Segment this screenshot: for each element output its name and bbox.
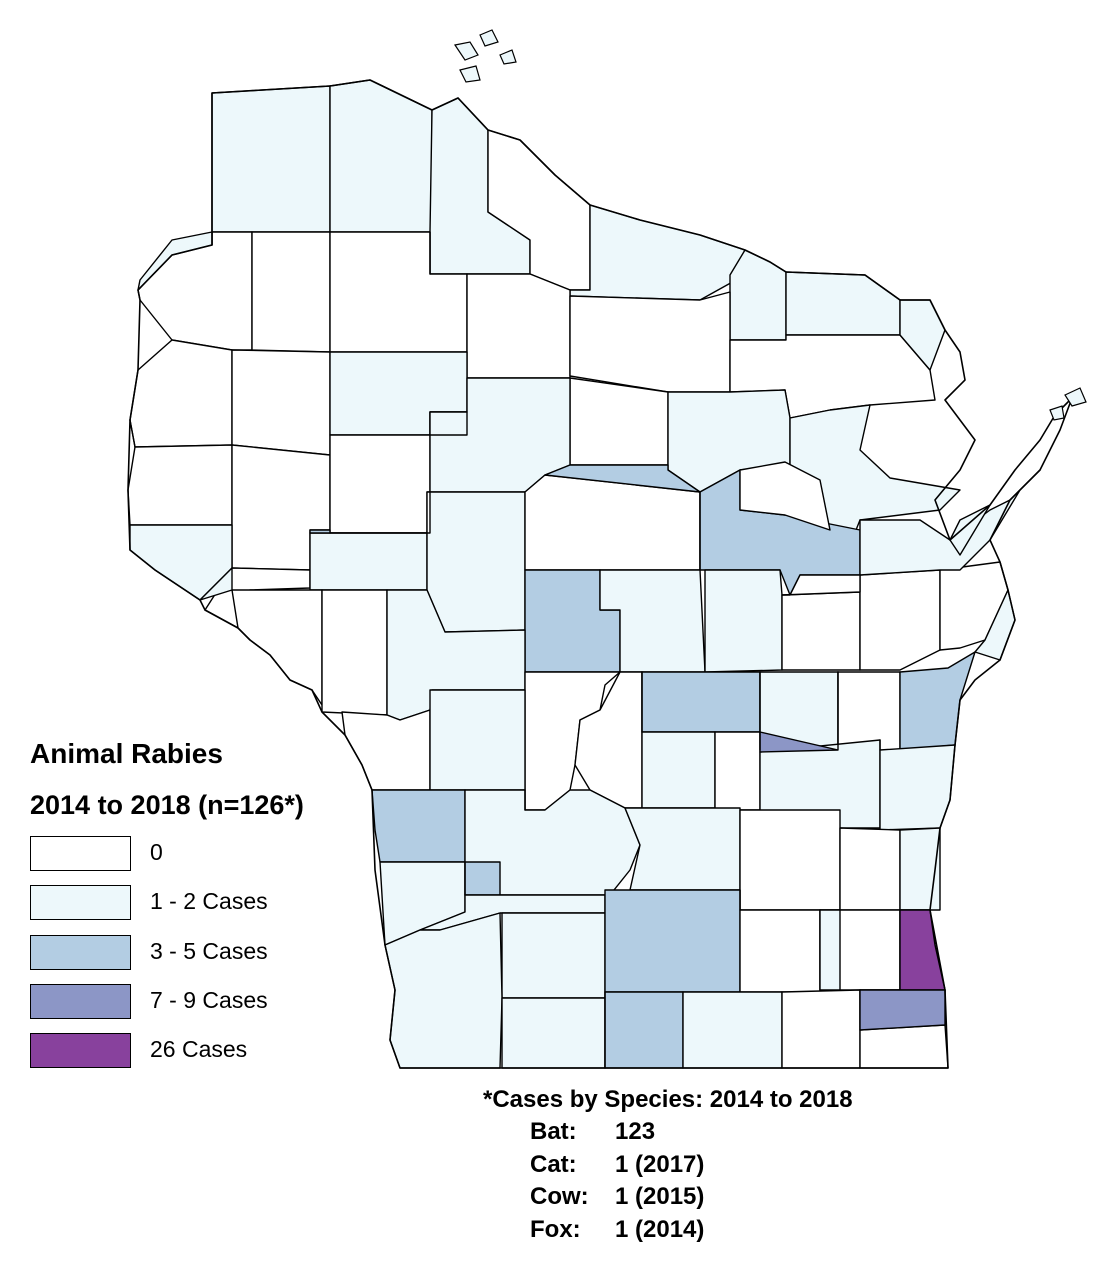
county — [211, 85, 331, 233]
county — [231, 349, 331, 456]
county — [781, 591, 861, 671]
county — [785, 271, 901, 336]
island — [479, 29, 499, 47]
species-name: Bat: — [530, 1118, 577, 1145]
state-outline — [127, 79, 1073, 1069]
county — [544, 464, 701, 493]
county — [501, 912, 606, 999]
species-row: Cat: 1 (2017) — [530, 1151, 853, 1184]
county — [429, 411, 468, 436]
county — [426, 491, 526, 633]
legend-swatch — [30, 836, 131, 871]
county — [329, 491, 431, 534]
island — [1064, 387, 1087, 407]
county — [837, 671, 901, 753]
species-name: Cat: — [530, 1150, 577, 1178]
island — [454, 41, 479, 61]
legend-label: 7 - 9 Cases — [150, 986, 268, 1013]
county — [309, 529, 331, 534]
county — [739, 809, 841, 911]
county — [739, 461, 831, 531]
island — [459, 65, 481, 83]
county — [704, 569, 783, 673]
county — [859, 989, 946, 1031]
county — [839, 827, 901, 911]
county — [371, 789, 466, 863]
county — [309, 532, 428, 591]
legend-title: Animal Rabies — [30, 738, 223, 769]
legend-swatch — [30, 1033, 131, 1069]
legend-swatch — [30, 983, 131, 1019]
county — [329, 434, 431, 534]
species-name: Cow: — [530, 1183, 589, 1210]
county — [781, 574, 861, 596]
species-count: 1 (2017) — [615, 1150, 705, 1178]
county — [714, 731, 761, 811]
county — [739, 909, 821, 993]
county — [129, 339, 233, 448]
county — [604, 991, 684, 1069]
legend-label: 26 Cases — [150, 1036, 248, 1063]
county — [466, 273, 571, 379]
county — [321, 589, 388, 716]
county — [569, 291, 731, 393]
legend-label: 1 - 2 Cases — [150, 888, 268, 915]
county — [429, 689, 526, 791]
legend-swatch — [30, 934, 131, 970]
county — [641, 731, 716, 809]
county — [604, 889, 741, 993]
species-row: Fox: 1 (2014) — [530, 1216, 853, 1249]
species-rows: Bat: 123 Cat: 1 (2017) Cow: 1 (2015) Fox: 1 (20… — [483, 1118, 853, 1248]
species-count: 123 — [615, 1118, 656, 1145]
island — [1049, 405, 1065, 421]
county — [569, 377, 669, 466]
county — [899, 827, 941, 911]
county — [682, 991, 783, 1069]
county — [569, 204, 746, 301]
island — [499, 49, 517, 65]
county — [859, 569, 941, 671]
state-border — [127, 79, 1073, 1069]
county — [129, 419, 136, 448]
legend-label: 3 - 5 Cases — [150, 937, 268, 964]
county — [199, 567, 233, 601]
county — [899, 651, 976, 751]
species-count: 1 (2014) — [615, 1215, 705, 1243]
species-name: Fox: — [530, 1215, 581, 1243]
species-row: Bat: 123 — [530, 1118, 853, 1151]
legend-label: 0 — [150, 839, 163, 865]
species-row: Cow: 1 (2015) — [530, 1183, 853, 1216]
county — [624, 807, 741, 891]
county-polygons — [127, 79, 1041, 1069]
county — [781, 989, 861, 1069]
county — [859, 1024, 949, 1069]
county — [729, 249, 787, 341]
door-county-islands — [454, 29, 1087, 421]
county — [251, 231, 331, 353]
county — [501, 997, 606, 1069]
species-note-title: *Cases by Species: 2014 to 2018 — [483, 1086, 853, 1113]
county — [127, 444, 233, 526]
county — [819, 909, 841, 991]
legend-subtitle: 2014 to 2018 (n=126*) — [30, 790, 304, 820]
legend-swatch — [30, 885, 131, 921]
county — [464, 861, 501, 896]
species-note: *Cases by Species: 2014 to 2018 Bat: 123 C… — [483, 1086, 853, 1248]
county — [341, 709, 431, 791]
county — [641, 671, 761, 733]
species-count: 1 (2015) — [615, 1183, 705, 1210]
